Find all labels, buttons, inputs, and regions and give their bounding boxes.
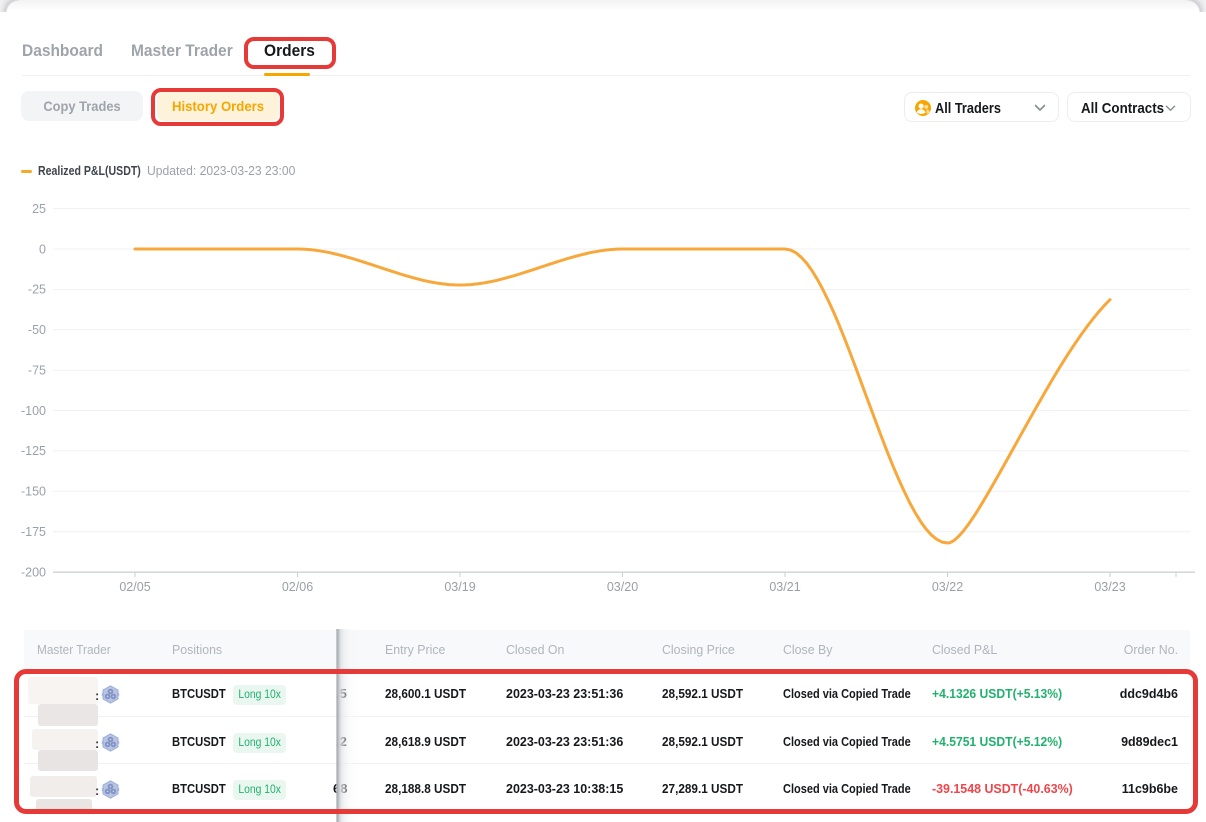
- svg-text:-175: -175: [21, 525, 46, 539]
- svg-text:02/06: 02/06: [282, 580, 313, 594]
- svg-text:03/19: 03/19: [444, 580, 475, 594]
- svg-text:-75: -75: [28, 364, 46, 378]
- svg-text:-125: -125: [21, 444, 46, 458]
- svg-text:-200: -200: [21, 565, 46, 579]
- svg-text:-25: -25: [28, 283, 46, 297]
- svg-text:-50: -50: [28, 323, 46, 337]
- svg-text:03/20: 03/20: [607, 580, 638, 594]
- svg-text:03/21: 03/21: [769, 580, 800, 594]
- svg-text:02/05: 02/05: [119, 580, 150, 594]
- svg-text:03/23: 03/23: [1094, 580, 1125, 594]
- svg-text:0: 0: [39, 242, 46, 256]
- svg-text:-100: -100: [21, 404, 46, 418]
- svg-text:03/22: 03/22: [932, 580, 963, 594]
- svg-text:25: 25: [32, 202, 46, 216]
- svg-text:-150: -150: [21, 485, 46, 499]
